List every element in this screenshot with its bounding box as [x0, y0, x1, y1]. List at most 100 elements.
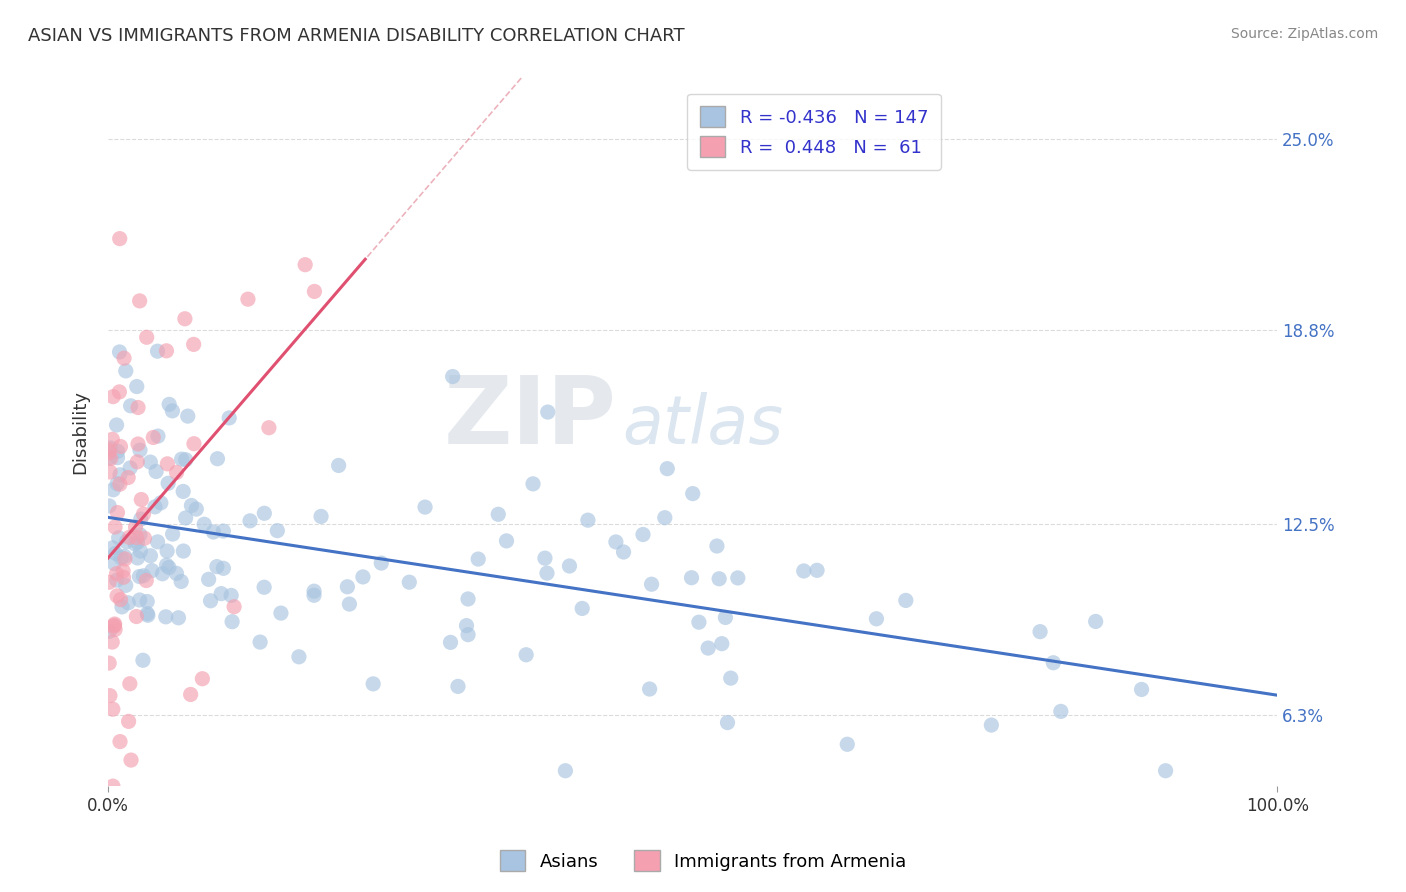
Point: [172, 544, 194, 558]
Point: [104, 617, 127, 632]
Point: [139, 549, 162, 563]
Point: [806, 563, 828, 577]
Point: [117, 714, 139, 729]
Point: [132, 507, 155, 521]
Point: [156, 457, 179, 471]
Point: [236, 292, 259, 306]
Point: [101, 541, 124, 555]
Point: [682, 486, 704, 500]
Legend: R = -0.436   N = 147, R =  0.448   N =  61: R = -0.436 N = 147, R = 0.448 N = 61: [688, 94, 941, 169]
Point: [108, 345, 131, 359]
Point: [114, 549, 136, 564]
Point: [110, 550, 132, 565]
Point: [157, 476, 180, 491]
Point: [115, 534, 138, 549]
Point: [1050, 705, 1073, 719]
Point: [111, 599, 134, 614]
Point: [135, 574, 157, 588]
Point: [207, 451, 229, 466]
Point: [104, 546, 127, 560]
Point: [447, 679, 470, 693]
Point: [146, 429, 169, 443]
Point: [136, 607, 159, 621]
Point: [127, 455, 149, 469]
Point: [146, 534, 169, 549]
Point: [191, 672, 214, 686]
Point: [167, 611, 190, 625]
Point: [112, 564, 135, 578]
Point: [361, 677, 384, 691]
Point: [107, 450, 129, 465]
Point: [457, 627, 479, 641]
Point: [212, 524, 235, 538]
Point: [1029, 624, 1052, 639]
Point: [104, 623, 127, 637]
Point: [413, 500, 436, 514]
Point: [107, 531, 129, 545]
Point: [1042, 656, 1064, 670]
Point: [166, 466, 188, 480]
Point: [103, 619, 125, 633]
Point: [219, 589, 242, 603]
Point: [398, 575, 420, 590]
Point: [107, 506, 129, 520]
Point: [127, 437, 149, 451]
Point: [980, 718, 1002, 732]
Text: Source: ZipAtlas.com: Source: ZipAtlas.com: [1230, 27, 1378, 41]
Point: [125, 531, 148, 545]
Point: [631, 527, 654, 541]
Point: [131, 492, 153, 507]
Point: [697, 641, 720, 656]
Point: [180, 688, 202, 702]
Point: [101, 702, 124, 716]
Point: [107, 444, 129, 458]
Text: ASIAN VS IMMIGRANTS FROM ARMENIA DISABILITY CORRELATION CHART: ASIAN VS IMMIGRANTS FROM ARMENIA DISABIL…: [28, 27, 685, 45]
Point: [441, 369, 464, 384]
Point: [105, 589, 128, 603]
Point: [110, 440, 132, 454]
Point: [98, 656, 121, 670]
Point: [120, 399, 142, 413]
Point: [112, 570, 135, 584]
Point: [558, 559, 581, 574]
Point: [132, 653, 155, 667]
Point: [129, 443, 152, 458]
Point: [117, 470, 139, 484]
Point: [727, 571, 749, 585]
Point: [186, 502, 208, 516]
Point: [209, 587, 232, 601]
Point: [174, 511, 197, 525]
Point: [98, 465, 121, 479]
Point: [162, 404, 184, 418]
Point: [793, 564, 815, 578]
Point: [166, 566, 188, 581]
Point: [253, 506, 276, 520]
Point: [205, 559, 228, 574]
Point: [707, 572, 730, 586]
Point: [288, 649, 311, 664]
Text: ZIP: ZIP: [444, 372, 617, 464]
Point: [605, 535, 627, 549]
Point: [129, 528, 152, 542]
Point: [108, 467, 131, 482]
Point: [200, 594, 222, 608]
Point: [537, 405, 560, 419]
Point: [486, 508, 509, 522]
Point: [716, 715, 738, 730]
Point: [554, 764, 576, 778]
Point: [155, 609, 177, 624]
Point: [688, 615, 710, 630]
Point: [124, 537, 146, 551]
Legend: Asians, Immigrants from Armenia: Asians, Immigrants from Armenia: [492, 843, 914, 879]
Point: [657, 461, 679, 475]
Point: [118, 530, 141, 544]
Point: [134, 531, 156, 545]
Point: [108, 384, 131, 399]
Point: [212, 561, 235, 575]
Point: [98, 575, 121, 590]
Point: [120, 461, 142, 475]
Point: [352, 570, 374, 584]
Point: [571, 601, 593, 615]
Point: [457, 591, 479, 606]
Point: [222, 599, 245, 614]
